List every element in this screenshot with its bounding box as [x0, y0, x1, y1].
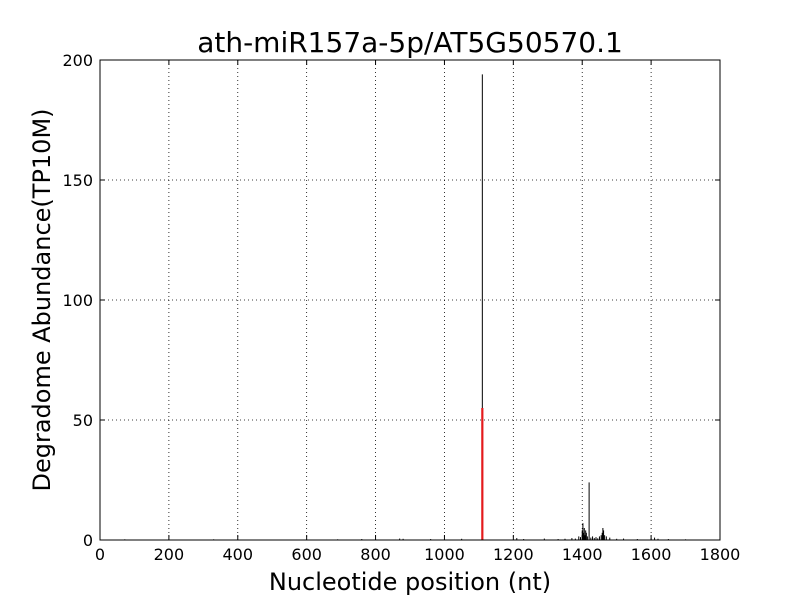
- x-axis-ticks: 0 200 400 600 800 1000 1200 1400 1600 1800: [95, 60, 740, 564]
- x-tick-label: 1600: [631, 545, 672, 564]
- x-tick-label: 0: [95, 545, 105, 564]
- y-tick-label: 150: [62, 171, 93, 190]
- chart-title: ath-miR157a-5p/AT5G50570.1: [197, 26, 623, 59]
- y-axis-label: Degradome Abundance(TP10M): [28, 108, 56, 491]
- plot-area-frame: [99, 59, 721, 541]
- grid: [100, 60, 720, 540]
- x-tick-label: 600: [291, 545, 322, 564]
- y-tick-label: 200: [62, 51, 93, 70]
- x-tick-label: 1800: [700, 545, 741, 564]
- x-tick-label: 800: [360, 545, 391, 564]
- y-tick-label: 50: [73, 411, 93, 430]
- y-tick-label: 0: [83, 531, 93, 550]
- y-axis-ticks: 0 50 100 150 200: [62, 51, 720, 550]
- x-tick-label: 1200: [493, 545, 534, 564]
- x-tick-label: 1000: [424, 545, 465, 564]
- x-tick-label: 200: [154, 545, 185, 564]
- x-axis-label: Nucleotide position (nt): [269, 568, 551, 596]
- x-tick-label: 400: [223, 545, 254, 564]
- x-tick-label: 1400: [562, 545, 603, 564]
- y-tick-label: 100: [62, 291, 93, 310]
